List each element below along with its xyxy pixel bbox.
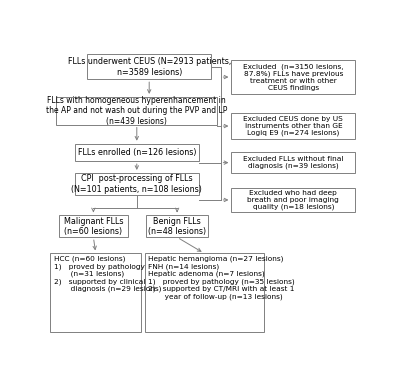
Text: Excluded who had deep
breath and poor imaging
quality (n=18 lesions): Excluded who had deep breath and poor im… xyxy=(248,190,339,210)
Text: CPI  post-processing of FLLs
(N=101 patients, n=108 lesions): CPI post-processing of FLLs (N=101 patie… xyxy=(71,174,202,193)
Text: Malignant FLLs
(n=60 lesions): Malignant FLLs (n=60 lesions) xyxy=(64,217,123,236)
FancyBboxPatch shape xyxy=(87,54,211,79)
FancyBboxPatch shape xyxy=(75,173,199,195)
FancyBboxPatch shape xyxy=(56,97,218,125)
FancyBboxPatch shape xyxy=(59,215,128,237)
FancyBboxPatch shape xyxy=(231,187,355,212)
Text: Excluded FLLs without final
diagnosis (n=39 lesions): Excluded FLLs without final diagnosis (n… xyxy=(243,156,344,169)
FancyBboxPatch shape xyxy=(75,144,199,161)
FancyBboxPatch shape xyxy=(231,152,355,173)
Text: Hepatic hemangioma (n=27 lesions)
FNH (n=14 lesions)
Hepatic adenoma (n=7 lesion: Hepatic hemangioma (n=27 lesions) FNH (n… xyxy=(148,256,295,300)
Text: Benign FLLs
(n=48 lesions): Benign FLLs (n=48 lesions) xyxy=(148,217,206,236)
FancyBboxPatch shape xyxy=(146,215,208,237)
Text: FLLs enrolled (n=126 lesions): FLLs enrolled (n=126 lesions) xyxy=(78,148,196,157)
Text: FLLs with homogeneous hyperenhancement in
the AP and not wash out during the PVP: FLLs with homogeneous hyperenhancement i… xyxy=(46,96,228,126)
Text: Excluded CEUS done by US
instruments other than GE
Logiq E9 (n=274 lesions): Excluded CEUS done by US instruments oth… xyxy=(244,116,343,136)
FancyBboxPatch shape xyxy=(144,253,264,332)
FancyBboxPatch shape xyxy=(231,60,355,94)
Text: Excluded  (n=3150 lesions,
87.8%) FLLs have previous
treatment or with other
CEU: Excluded (n=3150 lesions, 87.8%) FLLs ha… xyxy=(243,63,344,91)
Text: FLLs underwent CEUS (N=2913 patients,
n=3589 lesions): FLLs underwent CEUS (N=2913 patients, n=… xyxy=(68,57,231,76)
Text: HCC (n=60 lesions)
1)   proved by pathology
       (n=31 lesions)
2)   supported: HCC (n=60 lesions) 1) proved by patholog… xyxy=(54,256,161,292)
FancyBboxPatch shape xyxy=(231,113,355,139)
FancyBboxPatch shape xyxy=(50,253,142,332)
